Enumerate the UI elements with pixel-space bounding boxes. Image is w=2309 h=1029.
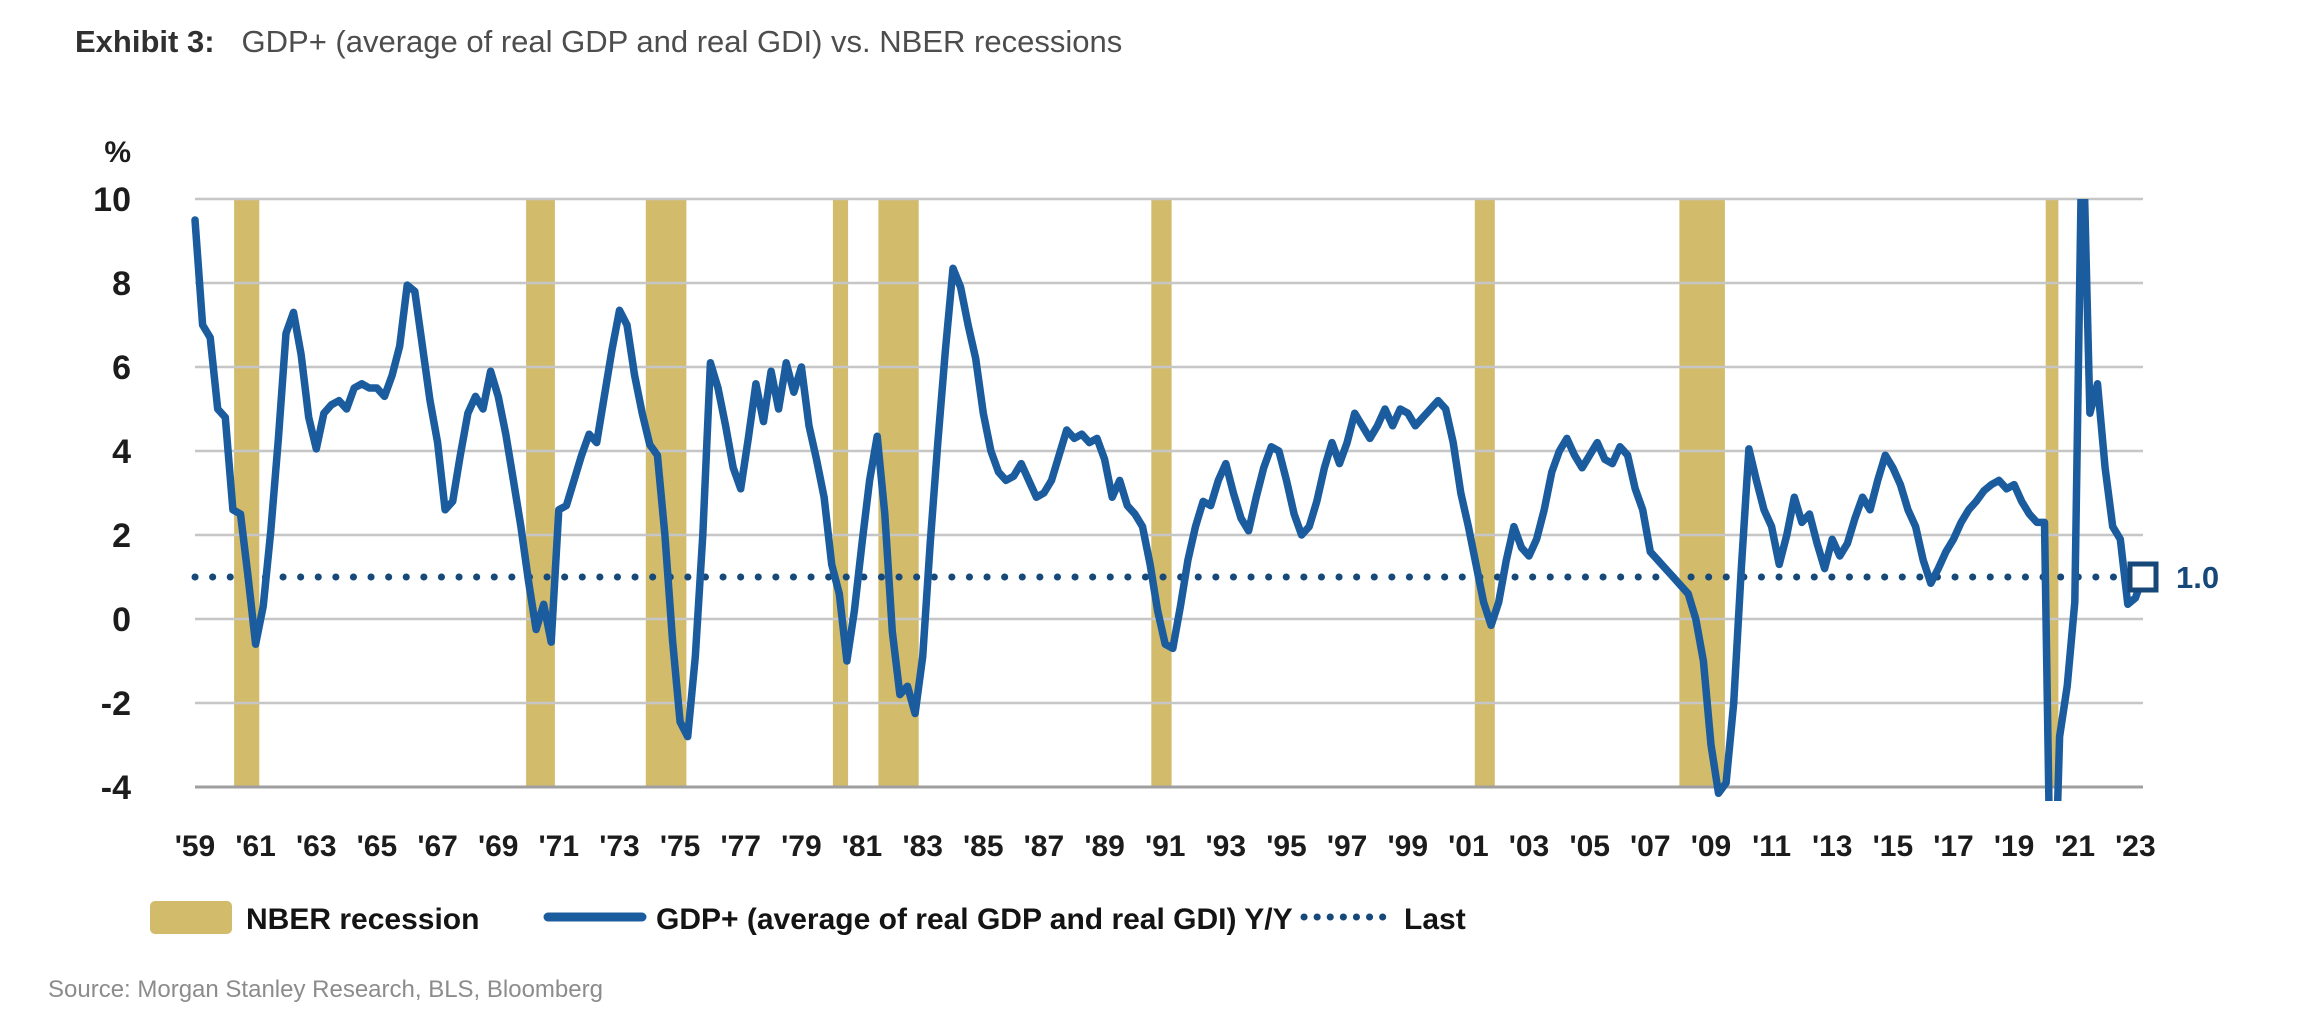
y-tick-label: 4	[112, 433, 131, 471]
recession-legend-label: NBER recession	[246, 903, 479, 936]
x-axis-labels: '59 '61 '63 '65 '67 '69 '71 '73 '75 '77 '79 '81 '83 '…	[175, 830, 2156, 863]
y-tick-label: -2	[101, 685, 131, 723]
exhibit-label: Exhibit 3:	[75, 24, 215, 59]
x-tick-label: '15	[1873, 830, 1914, 863]
x-tick-label: '09	[1691, 830, 1732, 863]
x-tick-label: '95	[1266, 830, 1307, 863]
x-tick-label: '89	[1084, 830, 1125, 863]
x-tick-label: '17	[1933, 830, 1974, 863]
x-tick-label: '07	[1630, 830, 1671, 863]
x-tick-label: '93	[1206, 830, 1247, 863]
gridlines-layer	[195, 197, 2143, 789]
x-tick-label: '99	[1388, 830, 1429, 863]
y-tick-label: 8	[112, 265, 131, 303]
recession-legend-swatch	[150, 901, 232, 934]
x-tick-label: '13	[1812, 830, 1853, 863]
gdp-plus-line	[191, 199, 2147, 801]
x-tick-label: '85	[963, 830, 1004, 863]
y-axis-unit-label: %	[104, 136, 131, 169]
source-note: Source: Morgan Stanley Research, BLS, Bl…	[48, 976, 603, 1003]
x-tick-label: '73	[599, 830, 640, 863]
page-title: GDP+ (average of real GDP and real GDI) …	[241, 24, 1123, 59]
x-tick-label: '97	[1327, 830, 1368, 863]
x-tick-label: '05	[1569, 830, 1610, 863]
chart-header: Exhibit 3: GDP+ (average of real GDP and…	[75, 24, 1122, 60]
chart-legend: NBER recession GDP+ (average of real GDP…	[150, 901, 1466, 936]
last-value-marker	[2127, 561, 2159, 593]
x-tick-label: '03	[1509, 830, 1550, 863]
x-tick-label: '77	[720, 830, 761, 863]
x-tick-label: '87	[1024, 830, 1065, 863]
x-tick-label: '71	[539, 830, 580, 863]
x-tick-label: '01	[1448, 830, 1489, 863]
x-tick-label: '63	[296, 830, 337, 863]
recession-band	[1679, 199, 1725, 787]
recession-band	[1474, 199, 1495, 787]
x-tick-label: '59	[175, 830, 216, 863]
x-tick-label: '19	[1994, 830, 2035, 863]
y-tick-label: 0	[112, 601, 131, 639]
recession-band	[234, 199, 260, 787]
recession-band	[832, 199, 849, 787]
gdp-line-legend-label: GDP+ (average of real GDP and real GDI) …	[656, 903, 1293, 936]
y-tick-label: -4	[101, 769, 131, 807]
last-legend-label: Last	[1404, 903, 1466, 936]
x-tick-label: '67	[417, 830, 458, 863]
y-tick-label: 2	[112, 517, 131, 555]
x-tick-label: '23	[2115, 830, 2156, 863]
x-tick-label: '21	[2055, 830, 2096, 863]
recession-band	[526, 199, 555, 787]
x-tick-label: '83	[902, 830, 943, 863]
last-value-label: 1.0	[2176, 560, 2219, 595]
y-axis-labels: 10 8 6 4 2 0 -2 -4	[93, 181, 131, 807]
x-tick-label: '79	[781, 830, 822, 863]
x-tick-label: '81	[842, 830, 883, 863]
x-tick-label: '91	[1145, 830, 1186, 863]
x-tick-label: '69	[478, 830, 519, 863]
x-tick-label: '11	[1752, 830, 1791, 863]
y-tick-label: 10	[93, 181, 131, 219]
x-tick-label: '65	[357, 830, 398, 863]
y-tick-label: 6	[112, 349, 131, 387]
x-tick-label: '61	[235, 830, 276, 863]
recession-bands-layer	[234, 199, 2059, 787]
recession-band	[1151, 199, 1172, 787]
x-tick-label: '75	[660, 830, 701, 863]
gdp-plus-series-layer	[191, 199, 2147, 801]
